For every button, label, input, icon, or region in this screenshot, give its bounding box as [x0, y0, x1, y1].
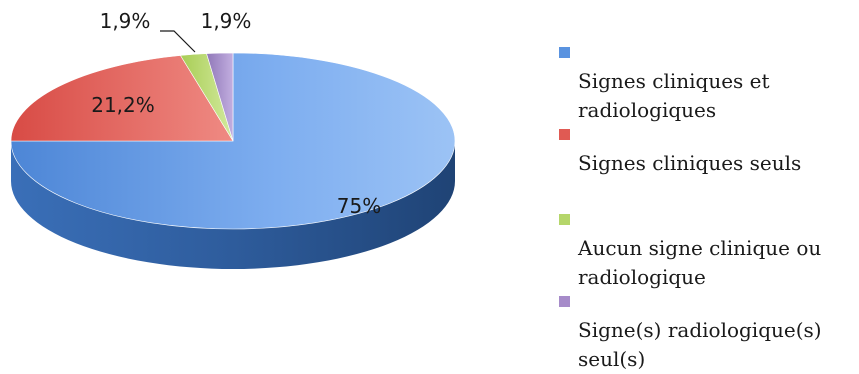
legend-item: Signes cliniques et radiologiques	[556, 38, 770, 125]
legend-label: Signe(s) radiologique(s) seul(s)	[578, 318, 822, 371]
legend-item: Signe(s) radiologique(s) seul(s)	[556, 287, 822, 374]
legend-label: Aucun signe clinique ou radiologique	[578, 236, 822, 289]
legend-swatch	[559, 296, 570, 307]
data-label: 1,9%	[100, 9, 151, 33]
data-label: 75%	[337, 194, 381, 218]
data-label: 1,9%	[201, 9, 252, 33]
legend-swatch	[559, 129, 570, 140]
legend-label: Signes cliniques et radiologiques	[578, 69, 770, 122]
pie-slice	[206, 52, 234, 142]
legend-item: Aucun signe clinique ou radiologique	[556, 205, 821, 292]
pie-slice	[10, 55, 234, 142]
legend-item: Signes cliniques seuls	[556, 120, 801, 178]
pie-chart: 75% 21,2% 1,9% 1,9%	[10, 9, 456, 269]
legend-swatch	[559, 47, 570, 58]
legend-swatch	[559, 214, 570, 225]
pie-slice	[10, 52, 456, 230]
leader-line	[160, 30, 196, 53]
pie-slice-side	[11, 141, 455, 269]
data-label: 21,2%	[91, 93, 155, 117]
legend-label: Signes cliniques seuls	[578, 151, 802, 175]
